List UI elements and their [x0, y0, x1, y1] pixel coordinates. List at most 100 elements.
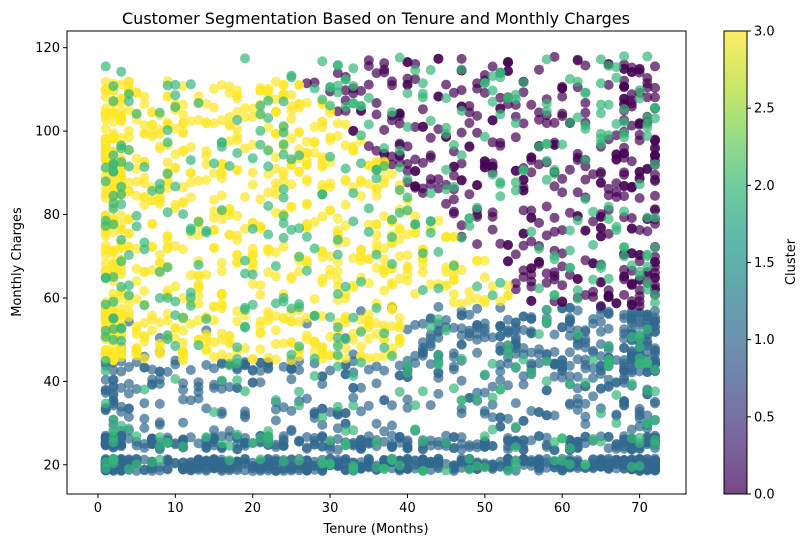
- scatter-point-cluster-1: [425, 359, 436, 370]
- scatter-point-cluster-3: [340, 343, 351, 353]
- scatter-point-cluster-1: [549, 445, 560, 456]
- scatter-point-cluster-3: [209, 168, 219, 179]
- scatter-point-cluster-0: [650, 190, 660, 201]
- scatter-point-cluster-2: [209, 158, 219, 169]
- scatter-point-cluster-2: [387, 351, 397, 361]
- scatter-point-cluster-3: [363, 333, 374, 344]
- scatter-point-cluster-1: [425, 314, 436, 324]
- scatter-point-cluster-3: [240, 103, 250, 114]
- scatter-point-cluster-0: [650, 92, 660, 103]
- scatter-point-cluster-2: [170, 310, 181, 321]
- scatter-point-cluster-3: [286, 133, 297, 144]
- scatter-point-cluster-3: [286, 114, 297, 124]
- scatter-point-cluster-2: [580, 459, 591, 470]
- scatter-point-cluster-3: [116, 210, 127, 221]
- scatter-point-cluster-2: [162, 125, 173, 136]
- scatter-point-cluster-1: [270, 439, 281, 450]
- scatter-point-cluster-2: [178, 209, 189, 220]
- scatter-point-cluster-2: [108, 272, 119, 282]
- scatter-point-cluster-3: [154, 249, 165, 260]
- scatter-point-cluster-1: [650, 327, 660, 337]
- scatter-point-cluster-0: [332, 68, 343, 79]
- scatter-point-cluster-3: [317, 246, 328, 257]
- scatter-point-cluster-1: [278, 463, 289, 474]
- scatter-point-cluster-2: [441, 184, 452, 195]
- scatter-point-cluster-3: [139, 192, 150, 203]
- scatter-point-cluster-0: [634, 129, 645, 140]
- scatter-point-cluster-3: [131, 243, 142, 254]
- scatter-point-cluster-0: [472, 239, 483, 250]
- scatter-point-cluster-1: [154, 462, 165, 473]
- scatter-point-cluster-2: [650, 212, 660, 223]
- scatter-point-cluster-1: [433, 368, 444, 379]
- scatter-point-cluster-2: [619, 242, 630, 253]
- scatter-point-cluster-0: [518, 272, 529, 282]
- scatter-point-cluster-2: [154, 432, 165, 443]
- scatter-point-cluster-1: [363, 364, 374, 375]
- scatter-point-cluster-3: [224, 229, 235, 240]
- x-axis-ticks: 0 10 20 30 40 50 60 70: [94, 494, 648, 516]
- scatter-point-cluster-2: [371, 173, 382, 184]
- scatter-point-cluster-3: [410, 227, 421, 238]
- scatter-point-cluster-2: [147, 457, 158, 468]
- scatter-point-cluster-2: [433, 246, 444, 257]
- scatter-point-cluster-1: [363, 400, 374, 411]
- scatter-point-cluster-0: [626, 248, 637, 259]
- scatter-point-cluster-2: [650, 415, 660, 426]
- scatter-point-cluster-2: [232, 148, 243, 158]
- scatter-point-cluster-0: [603, 190, 614, 201]
- scatter-point-cluster-1: [240, 437, 250, 448]
- scatter-point-cluster-2: [425, 216, 436, 227]
- scatter-point-cluster-2: [518, 77, 529, 88]
- scatter-point-cluster-3: [301, 176, 312, 187]
- scatter-point-cluster-1: [154, 366, 165, 377]
- scatter-point-cluster-3: [162, 315, 173, 326]
- scatter-point-cluster-2: [340, 74, 351, 85]
- scatter-point-cluster-3: [116, 115, 127, 125]
- scatter-point-cluster-3: [410, 211, 421, 222]
- scatter-point-cluster-3: [147, 265, 158, 276]
- scatter-point-cluster-2: [595, 128, 606, 139]
- scatter-point-cluster-1: [433, 436, 444, 447]
- scatter-point-cluster-1: [518, 435, 529, 446]
- scatter-point-cluster-1: [479, 387, 490, 398]
- scatter-point-cluster-3: [185, 142, 196, 152]
- scatter-point-cluster-1: [464, 325, 475, 336]
- scatter-point-cluster-0: [371, 98, 382, 108]
- scatter-point-cluster-2: [464, 213, 475, 224]
- scatter-point-cluster-2: [417, 465, 428, 476]
- scatter-point-cluster-3: [270, 271, 281, 282]
- scatter-point-cluster-2: [332, 361, 343, 372]
- scatter-point-cluster-2: [626, 260, 637, 271]
- scatter-point-cluster-3: [232, 306, 243, 317]
- scatter-point-cluster-2: [503, 465, 513, 476]
- scatter-point-cluster-3: [201, 343, 212, 354]
- scatter-point-cluster-3: [278, 313, 289, 324]
- scatter-point-cluster-3: [441, 232, 452, 243]
- scatter-point-cluster-3: [278, 89, 289, 100]
- scatter-point-cluster-0: [387, 159, 397, 170]
- scatter-point-cluster-3: [185, 177, 196, 188]
- scatter-point-cluster-2: [363, 92, 374, 103]
- scatter-point-cluster-0: [425, 132, 436, 143]
- scatter-point-cluster-3: [317, 273, 328, 284]
- scatter-point-cluster-3: [123, 177, 134, 188]
- scatter-point-cluster-0: [503, 57, 513, 67]
- scatter-point-cluster-3: [247, 179, 258, 190]
- scatter-point-cluster-2: [402, 359, 413, 370]
- scatter-point-cluster-3: [309, 346, 320, 357]
- scatter-point-cluster-1: [185, 432, 196, 443]
- scatter-point-cluster-3: [472, 293, 483, 304]
- scatter-point-cluster-3: [464, 286, 475, 297]
- scatter-point-cluster-0: [526, 205, 537, 216]
- y-tick-label: 60: [43, 291, 60, 306]
- scatter-point-cluster-3: [123, 105, 134, 116]
- scatter-point-cluster-2: [317, 412, 328, 423]
- scatter-point-cluster-2: [209, 407, 219, 418]
- scatter-point-cluster-3: [270, 207, 281, 218]
- scatter-point-cluster-3: [247, 167, 258, 178]
- scatter-point-cluster-1: [255, 377, 266, 388]
- scatter-point-cluster-1: [379, 436, 390, 447]
- scatter-point-cluster-1: [572, 443, 583, 453]
- scatter-point-cluster-1: [255, 357, 266, 368]
